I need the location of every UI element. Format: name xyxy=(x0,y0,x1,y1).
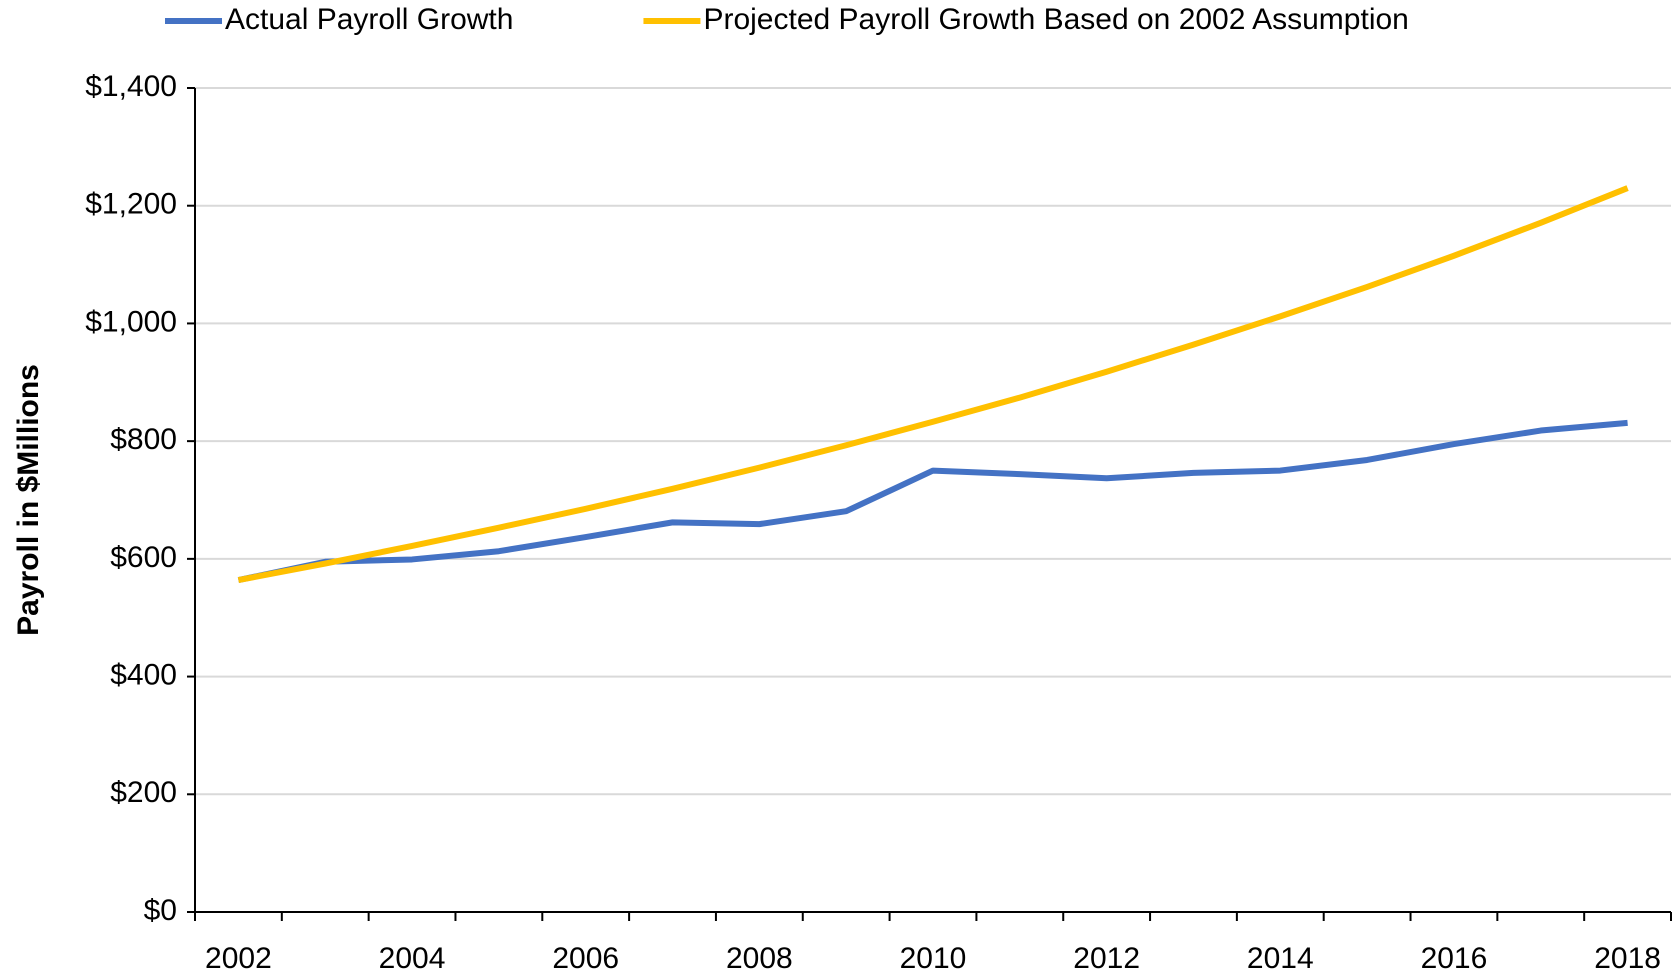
x-tick-label: 2008 xyxy=(726,942,793,975)
y-tick-label: $200 xyxy=(110,776,177,809)
x-tick-label: 2004 xyxy=(379,942,446,975)
y-axis-label: Payroll in $Millions xyxy=(12,364,45,636)
x-tick-label: 2014 xyxy=(1247,942,1314,975)
y-tick-label: $400 xyxy=(110,658,177,691)
series-line xyxy=(237,185,1629,583)
x-tick-label: 2012 xyxy=(1073,942,1140,975)
y-tick-label: $0 xyxy=(144,894,177,927)
y-tick-label: $1,400 xyxy=(85,70,177,103)
y-tick-label: $1,200 xyxy=(85,188,177,221)
x-tick-label: 2010 xyxy=(900,942,967,975)
series-line xyxy=(237,419,1628,583)
x-tick-label: 2006 xyxy=(552,942,619,975)
y-tick-label: $1,000 xyxy=(85,305,177,338)
legend-label: Projected Payroll Growth Based on 2002 A… xyxy=(703,3,1408,36)
legend-label: Actual Payroll Growth xyxy=(225,3,513,36)
x-tick-label: 2016 xyxy=(1421,942,1488,975)
x-tick-label: 2002 xyxy=(205,942,272,975)
y-tick-label: $600 xyxy=(110,541,177,574)
y-tick-label: $800 xyxy=(110,423,177,456)
x-tick-label: 2018 xyxy=(1594,942,1661,975)
